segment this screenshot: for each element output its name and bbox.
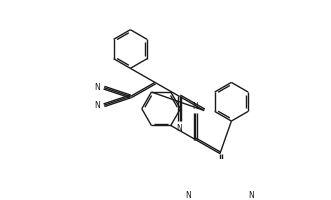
Text: N: N (249, 191, 255, 200)
Text: N: N (94, 83, 100, 92)
Text: N: N (185, 191, 191, 200)
Text: N: N (193, 102, 198, 111)
Text: N: N (94, 101, 100, 110)
Text: N: N (177, 124, 182, 133)
